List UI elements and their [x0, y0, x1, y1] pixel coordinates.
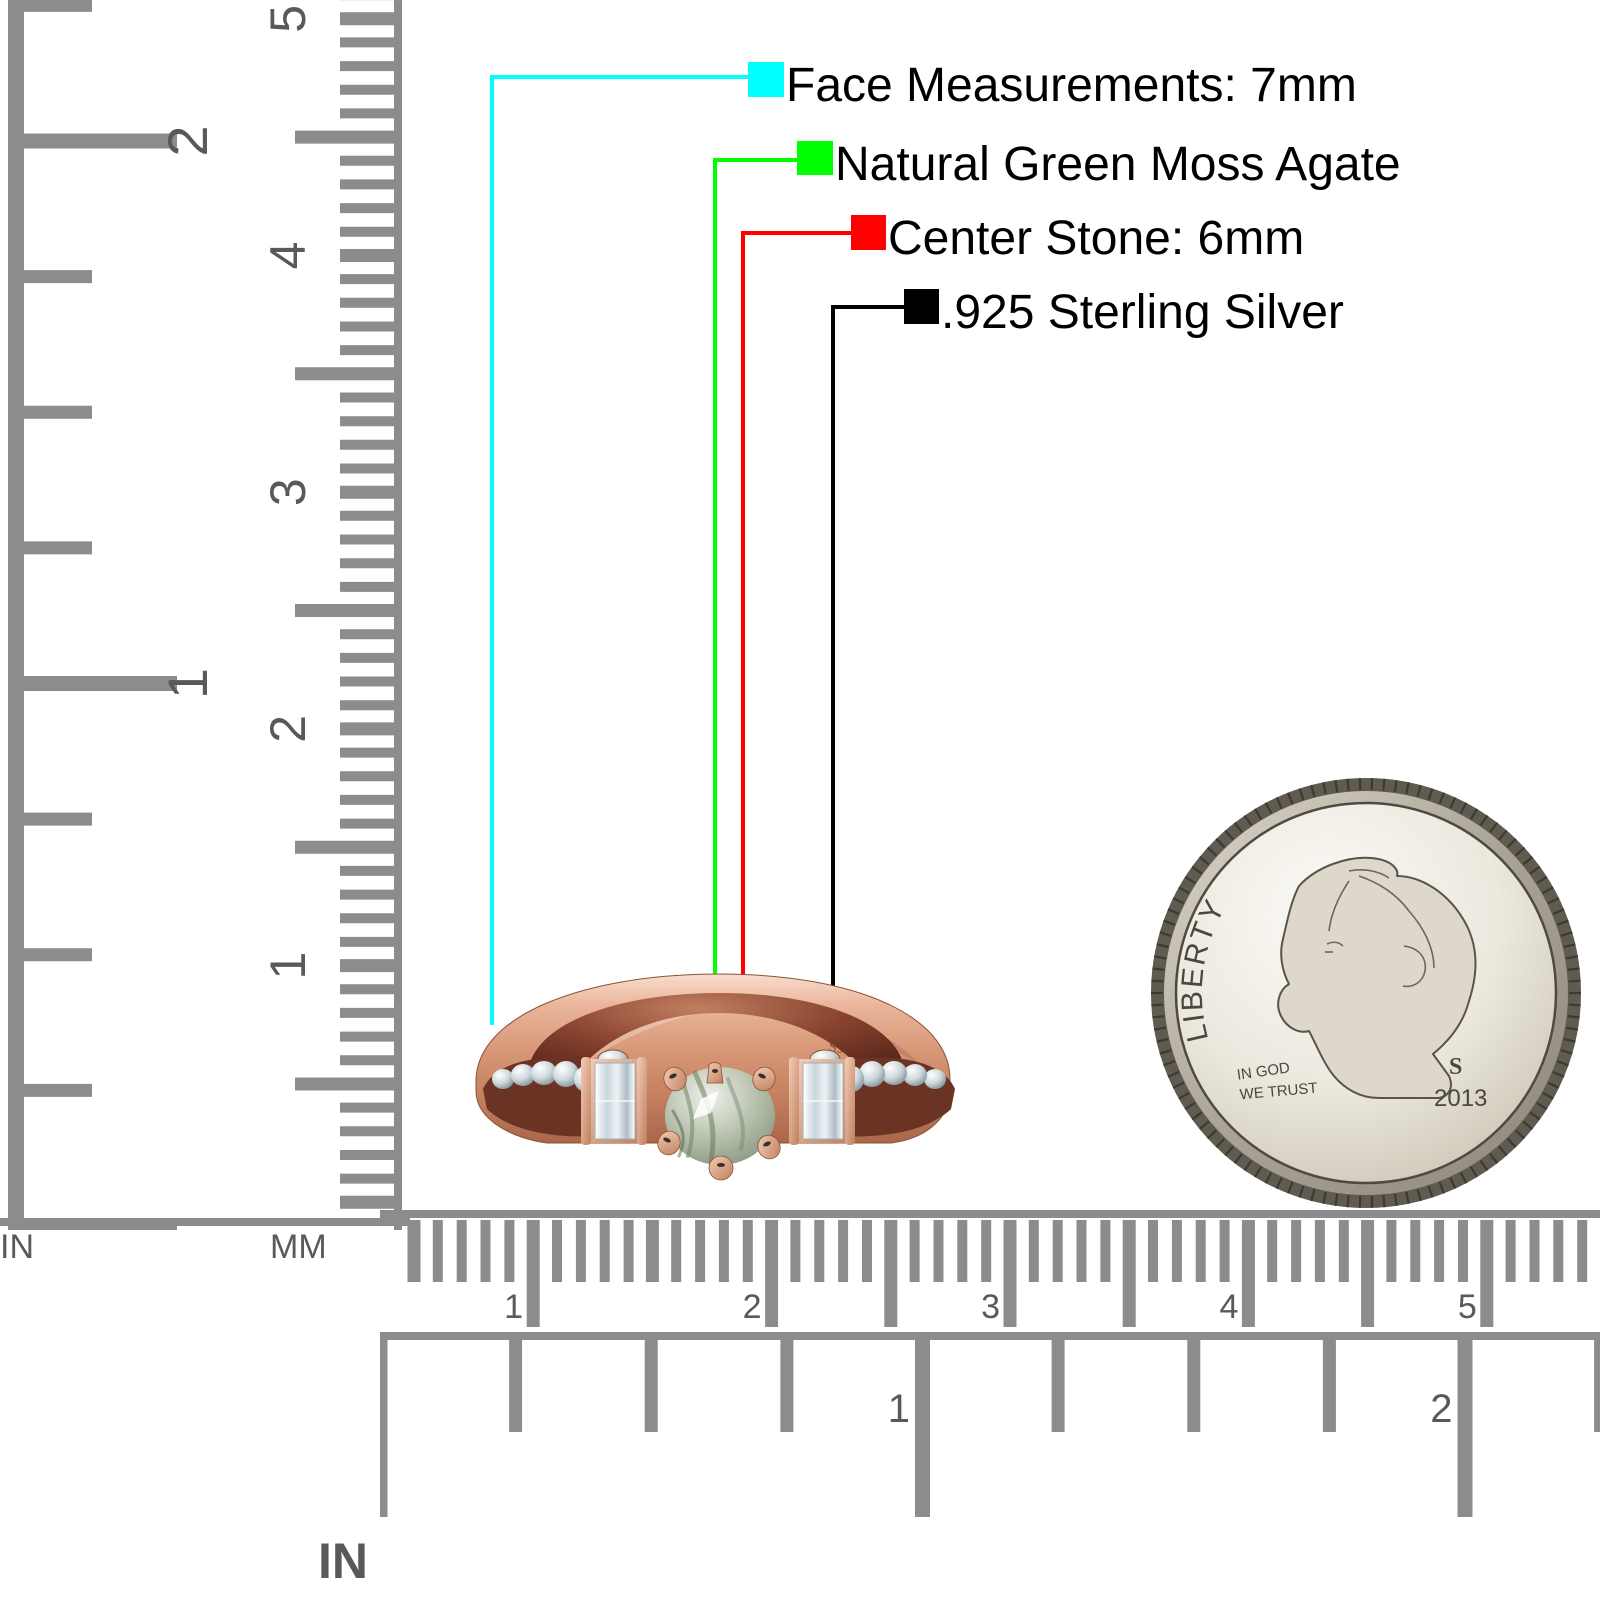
svg-text:S: S — [1449, 1054, 1462, 1080]
svg-text:4: 4 — [260, 242, 316, 270]
svg-text:1: 1 — [156, 668, 219, 699]
svg-text:2: 2 — [260, 715, 316, 743]
svg-text:2: 2 — [743, 1288, 762, 1326]
svg-text:1: 1 — [888, 1387, 910, 1431]
svg-text:2: 2 — [1430, 1387, 1452, 1431]
svg-text:3: 3 — [981, 1288, 1000, 1326]
svg-text:1: 1 — [504, 1288, 523, 1326]
svg-text:5: 5 — [1458, 1288, 1477, 1326]
svg-text:2: 2 — [156, 125, 219, 156]
svg-text:4: 4 — [1219, 1288, 1238, 1326]
svg-text:1: 1 — [260, 952, 316, 980]
svg-text:2013: 2013 — [1434, 1085, 1487, 1112]
svg-text:5: 5 — [260, 5, 316, 33]
svg-text:3: 3 — [260, 478, 316, 506]
